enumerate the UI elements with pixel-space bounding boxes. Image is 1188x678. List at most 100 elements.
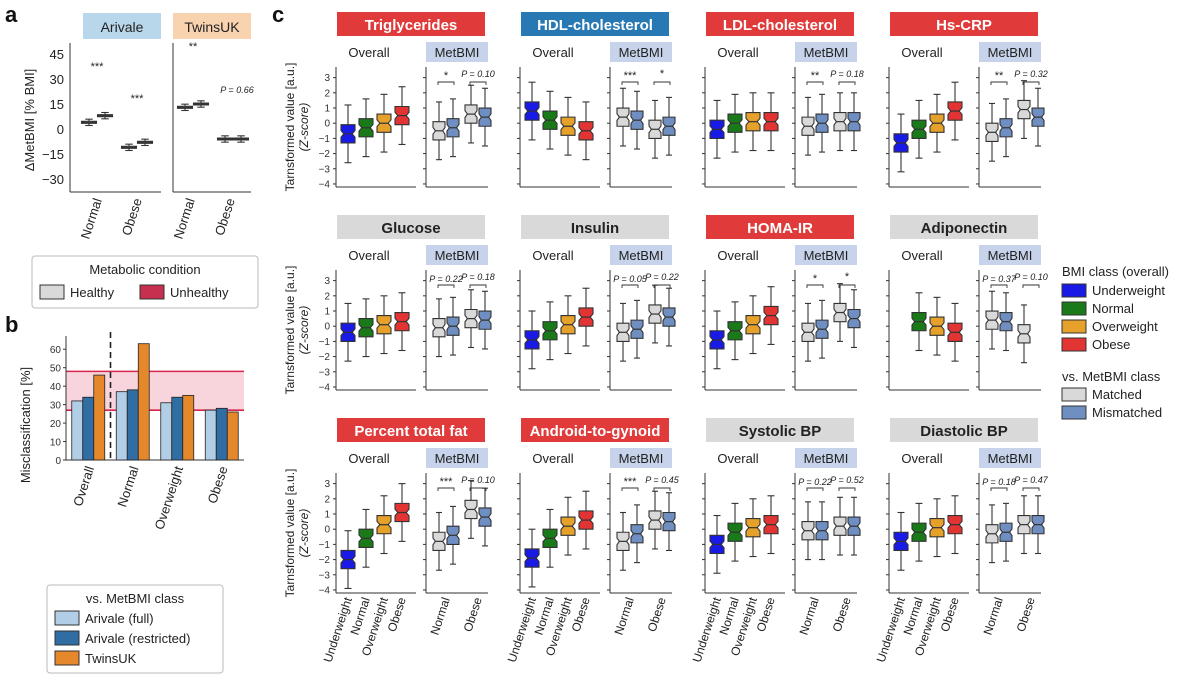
sig-bracket	[838, 81, 856, 85]
legend-match-matched: Matched	[1092, 387, 1142, 402]
box-overall-underweight	[709, 514, 725, 574]
sig-label: *	[444, 70, 449, 82]
box-metbmi-normal-matched	[801, 302, 815, 362]
box-metbmi-normal-mismatched	[630, 504, 644, 564]
box-overall-normal	[911, 99, 927, 159]
box-a-unhealthy	[136, 138, 154, 147]
box-metbmi-normal-mismatched	[630, 90, 644, 150]
panel-b-yticks: 60 50 40 30 20 10 0	[50, 345, 66, 467]
ytick-c: −3	[319, 164, 331, 175]
legend-bmi-swatch-2	[1061, 319, 1087, 334]
bar-overall-2	[93, 374, 106, 461]
panel-a-ylabel: ΔMetBMI [% BMI]	[22, 69, 37, 172]
legend-a-box	[31, 255, 259, 309]
xtick-c-metbmi: Obese	[1014, 595, 1038, 633]
box-overall-overweight	[929, 296, 945, 356]
sub-overall: Overall	[717, 45, 758, 60]
sig-bracket	[1022, 81, 1040, 85]
box-overall-normal	[542, 90, 558, 150]
box-metbmi-obese-matched	[464, 84, 478, 144]
box-overall-overweight	[560, 496, 576, 556]
box-overall-overweight	[745, 92, 761, 152]
box-overall-obese	[394, 292, 410, 352]
box-overall-obese	[763, 92, 779, 152]
subplot-title: Systolic BP	[739, 423, 822, 440]
box-overall-obese	[394, 86, 410, 146]
box-overall-overweight	[929, 93, 945, 153]
box-overall-overweight	[745, 295, 761, 355]
bar-overall-0	[71, 400, 84, 461]
sub-metbmi: MetBMI	[435, 45, 480, 60]
sig-label: P = 0.10	[461, 475, 494, 485]
sub-overall: Overall	[348, 45, 389, 60]
box-metbmi-obese-mismatched	[478, 87, 492, 147]
sig-label: P = 0.18	[461, 272, 494, 282]
bar-obese-2	[226, 411, 239, 461]
legend-a-unhealthy: Unhealthy	[170, 285, 229, 300]
xtick-a-obese-2: Obese	[212, 196, 238, 237]
box-metbmi-obese-matched	[464, 480, 478, 539]
sig-bracket	[621, 487, 639, 491]
sig-bracket	[653, 81, 671, 85]
bar-overweight-1	[171, 396, 184, 461]
box-metbmi-normal-matched	[985, 504, 999, 564]
subplot-title-box	[890, 215, 1038, 239]
subplot-title-box	[521, 215, 669, 239]
panel-a: Arivale TwinsUK ΔMetBMI [% BMI] 45 30 15…	[22, 13, 259, 309]
ytick-c: −3	[319, 367, 331, 378]
legend-a-swatch-healthy	[39, 284, 65, 300]
ytick-a: −15	[42, 147, 64, 162]
sig-bracket	[806, 81, 824, 85]
box-overall-overweight	[376, 93, 392, 153]
legend-b-box	[46, 584, 224, 674]
box-metbmi-obese-mismatched	[847, 92, 861, 152]
legend-b-item-twinsuk: TwinsUK	[85, 651, 137, 666]
sub-overall: Overall	[901, 451, 942, 466]
sig-label: ***	[624, 476, 638, 488]
box-metbmi-obese-matched	[1017, 80, 1031, 139]
ytick-c: −2	[319, 352, 331, 363]
sig-label: P = 0.22	[429, 274, 462, 284]
box-metbmi-obese-mismatched	[847, 496, 861, 556]
box-metbmi-obese-mismatched	[662, 492, 676, 552]
sig-label: P = 0.10	[1014, 272, 1047, 282]
ytick-c: −2	[319, 555, 331, 566]
ytick-c: 3	[324, 276, 330, 287]
box-metbmi-normal-mismatched	[815, 501, 829, 561]
box-metbmi-normal-mismatched	[446, 505, 460, 565]
box-metbmi-obese-matched	[1017, 304, 1031, 364]
sig-bracket	[437, 284, 455, 288]
subplot-title: HDL-cholesterol	[537, 17, 653, 34]
box-overall-underweight	[893, 113, 909, 173]
subplot-diastolic-bp: Diastolic BP Overall MetBMI P = 0.18P = 0.4…	[874, 418, 1049, 664]
box-metbmi-normal-matched	[616, 87, 630, 147]
box-overall-underweight	[524, 81, 540, 141]
box-overall-overweight	[376, 295, 392, 355]
sig-label: **	[995, 70, 1004, 82]
box-overall-obese	[394, 483, 410, 542]
sig-bracket	[437, 487, 455, 491]
box-metbmi-normal-mismatched	[999, 98, 1013, 158]
panel-c-ylabel-2: (Z-score)	[297, 306, 311, 355]
legend-match-title: vs. MetBMI class	[1062, 369, 1161, 384]
sig-label: P = 0.47	[1014, 475, 1048, 485]
sig-bracket	[990, 284, 1008, 288]
subplot-title-box	[706, 12, 854, 36]
sub-metbmi-box	[426, 448, 488, 468]
sig-label: P = 0.45	[645, 475, 679, 485]
legend-b-item-restricted: Arivale (restricted)	[85, 631, 190, 646]
subplot-title-box	[521, 418, 669, 442]
xtick-c-metbmi: Normal	[797, 596, 822, 637]
sig-label: *	[660, 68, 665, 80]
sig-a-arivale-obese: ***	[131, 93, 145, 105]
subplot-percent-total-fat: Percent total fat Overall MetBMI 3 2 1 0 −1 −2 −3…	[283, 418, 495, 664]
sub-metbmi: MetBMI	[435, 451, 480, 466]
legend-match-mismatched: Mismatched	[1092, 405, 1162, 420]
sub-overall: Overall	[901, 45, 942, 60]
sig-bracket	[990, 487, 1008, 491]
ytick-a: 0	[57, 122, 64, 137]
box-metbmi-normal-mismatched	[815, 299, 829, 359]
box-overall-normal	[358, 98, 374, 158]
sub-metbmi: MetBMI	[804, 248, 849, 263]
